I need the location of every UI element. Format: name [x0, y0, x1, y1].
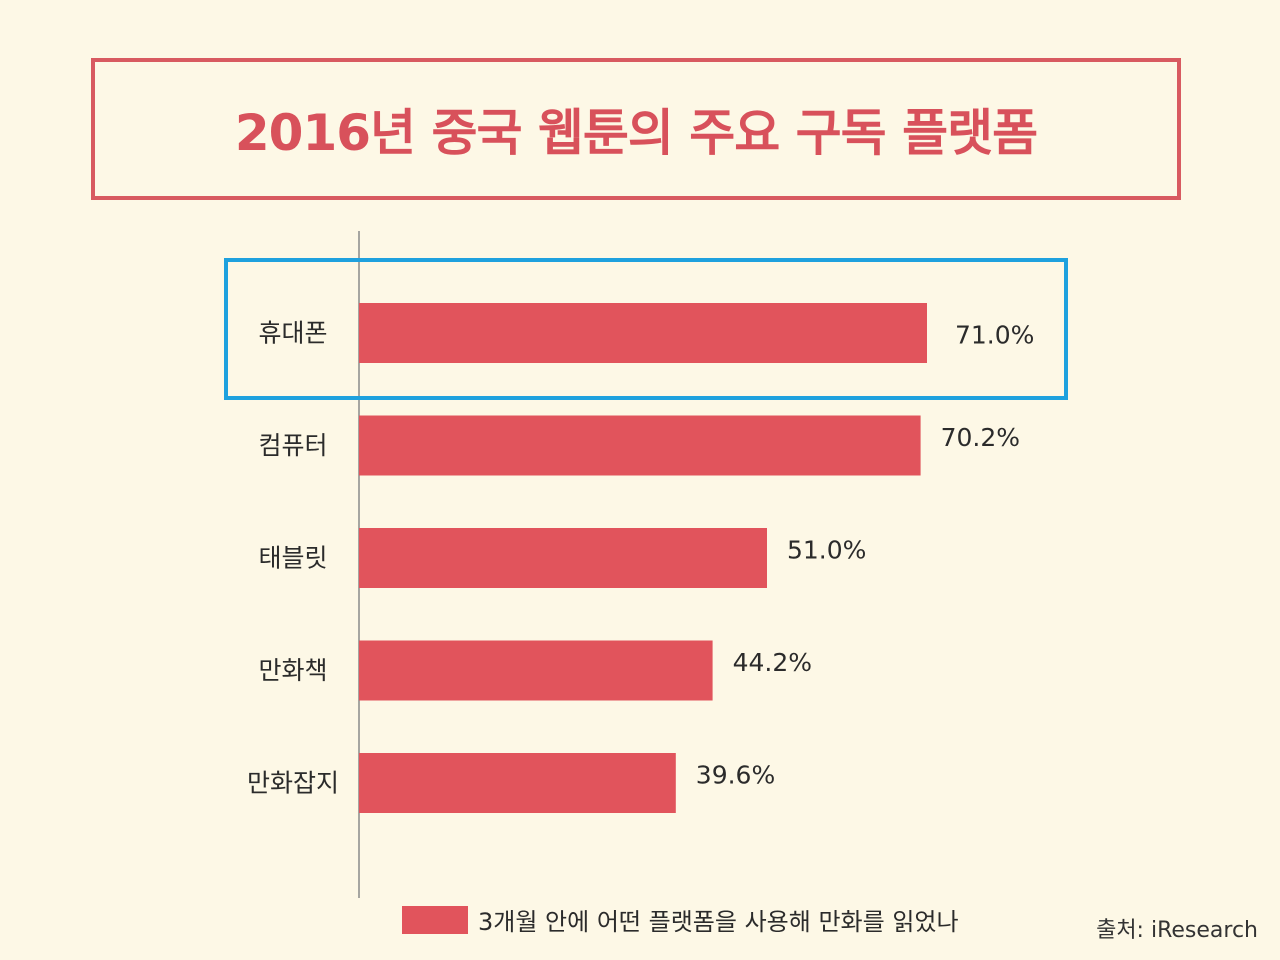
title-frame: 2016년 중국 웹툰의 주요 구독 플랫폼 [91, 58, 1181, 200]
chart-title: 2016년 중국 웹툰의 주요 구독 플랫폼 [234, 104, 1038, 162]
legend-swatch [402, 905, 468, 934]
highlight-frame [224, 258, 1068, 400]
category-label: 휴대폰 [258, 319, 327, 348]
legend: 3개월 안에 어떤 플랫폼을 사용해 만화를 읽었나 [402, 902, 959, 937]
value-label: 70.2% [941, 423, 1020, 452]
bar [359, 528, 767, 588]
category-label: 만화잡지 [247, 769, 339, 798]
category-label: 만화책 [258, 656, 327, 685]
value-label: 39.6% [696, 761, 775, 790]
legend-label: 3개월 안에 어떤 플랫폼을 사용해 만화를 읽었나 [478, 908, 959, 936]
bar [359, 640, 713, 701]
value-label: 44.2% [733, 648, 812, 677]
value-label: 51.0% [787, 536, 866, 565]
bar [359, 753, 676, 813]
category-label: 컴퓨터 [258, 431, 327, 460]
bar [359, 415, 921, 476]
value-label: 71.0% [955, 321, 1034, 350]
category-label: 태블릿 [258, 544, 327, 573]
source-note: 출처: iResearch [1096, 918, 1258, 943]
bar [359, 303, 927, 363]
